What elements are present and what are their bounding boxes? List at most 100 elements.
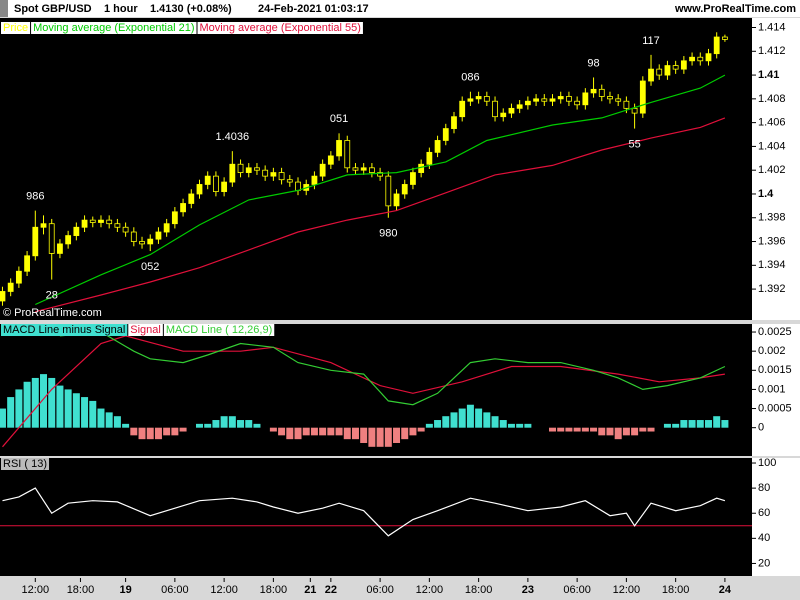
candle-body <box>410 172 416 185</box>
candle-body <box>180 203 186 213</box>
histogram-bar <box>171 427 179 436</box>
candle-body <box>623 100 630 109</box>
y-tick-label: 1.4 <box>758 188 774 200</box>
candle-body <box>672 65 679 70</box>
annotation: 980 <box>379 228 397 240</box>
legend-entry: Moving average (Exponential 55) <box>200 22 361 34</box>
histogram-bar <box>491 416 499 428</box>
candle-body <box>352 167 359 171</box>
legend-entry: Price <box>3 22 28 34</box>
candle-body <box>163 223 170 233</box>
candle-body <box>434 140 441 153</box>
y-tick-label: 80 <box>758 482 770 494</box>
y-tick-label: 100 <box>758 457 776 469</box>
candle-body <box>204 175 211 185</box>
legend-box <box>1 324 128 336</box>
axis-area <box>752 458 800 576</box>
histogram-bar <box>483 412 491 428</box>
histogram-bar <box>360 427 368 443</box>
candle-body <box>237 163 244 173</box>
x-tick-label: 21 <box>304 584 316 596</box>
candle-body <box>245 167 252 173</box>
histogram-bar <box>7 397 15 428</box>
histogram-bar <box>15 389 23 428</box>
candle-body <box>7 282 14 292</box>
histogram-bar <box>163 427 171 436</box>
histogram-bar <box>696 420 704 428</box>
timestamp: 24-Feb-2021 01:03:17 <box>258 3 369 15</box>
y-tick-label: 1.406 <box>758 117 786 129</box>
last-price: 1.4130 (+0.08%) <box>150 3 232 15</box>
candle-body <box>566 96 572 102</box>
candle-body <box>114 223 121 228</box>
candle-body <box>24 255 30 272</box>
y-tick-label: 0.0015 <box>758 364 792 376</box>
histogram-bar <box>343 427 351 440</box>
panel <box>0 324 752 456</box>
candle-body <box>122 226 129 233</box>
candle-body <box>0 291 6 302</box>
series-line <box>35 74 726 306</box>
histogram-bar <box>179 427 187 432</box>
histogram-bar <box>614 427 622 440</box>
histogram-bar <box>286 427 294 440</box>
candle-body <box>65 235 72 245</box>
histogram-bar <box>113 416 121 428</box>
candle-body <box>229 163 236 183</box>
histogram-bar <box>663 423 671 428</box>
candle-body <box>106 219 113 225</box>
candle-body <box>147 238 154 245</box>
histogram-bar <box>631 427 639 436</box>
x-tick-label: 23 <box>522 584 534 596</box>
x-tick-label: 18:00 <box>465 584 493 596</box>
histogram-bar <box>622 427 630 436</box>
candle-body <box>582 92 589 106</box>
candle-body <box>689 56 695 62</box>
candle-body <box>81 219 88 228</box>
y-tick-label: 0.0005 <box>758 402 792 414</box>
candle-body <box>713 36 720 55</box>
candle-body <box>500 112 507 118</box>
legend-box <box>197 22 363 34</box>
histogram-bar <box>327 427 335 436</box>
histogram-bar <box>138 427 146 440</box>
histogram-bar <box>384 427 392 447</box>
y-tick-label: 1.412 <box>758 45 786 57</box>
legend-box <box>1 458 50 470</box>
y-tick-label: 1.392 <box>758 283 786 295</box>
site: www.ProRealTime.com <box>674 3 796 15</box>
histogram-bar <box>48 377 56 428</box>
candle-body <box>32 226 39 257</box>
histogram-bar <box>647 427 655 432</box>
histogram-bar <box>639 427 647 432</box>
histogram-bar <box>524 423 532 428</box>
y-tick-label: 1.394 <box>758 259 786 271</box>
histogram-bar <box>442 416 450 428</box>
histogram-bar <box>302 427 310 436</box>
candle-body <box>139 241 145 245</box>
y-tick-label: 1.402 <box>758 164 786 176</box>
candle-body <box>130 231 137 242</box>
histogram-bar <box>672 423 680 428</box>
y-tick-label: 1.414 <box>758 21 786 33</box>
axis-area <box>752 324 800 456</box>
candle-body <box>98 219 104 223</box>
histogram-bar <box>319 427 327 436</box>
histogram-bar <box>401 427 409 440</box>
legend-entry: MACD Line minus Signal <box>3 324 125 336</box>
candle-body <box>171 211 178 225</box>
x-tick-label: 18:00 <box>662 584 690 596</box>
histogram-bar <box>434 420 442 428</box>
candle-body <box>648 68 654 82</box>
x-tick-label: 24 <box>719 584 732 596</box>
candle-body <box>615 98 622 102</box>
histogram-bar <box>310 427 318 436</box>
candle-body <box>344 140 351 169</box>
histogram-bar <box>154 427 162 440</box>
candle-body <box>541 98 548 102</box>
y-tick-label: 60 <box>758 507 770 519</box>
histogram-bar <box>688 420 696 428</box>
histogram-bar <box>294 427 302 440</box>
annotation: 28 <box>46 289 58 301</box>
histogram-bar <box>40 374 48 428</box>
